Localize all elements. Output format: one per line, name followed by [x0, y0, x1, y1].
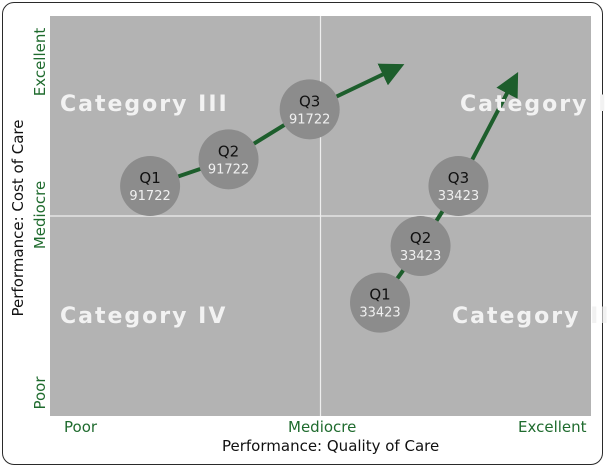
- data-label-id: 33423: [438, 189, 479, 204]
- data-label-id: 33423: [359, 306, 400, 321]
- data-label-quarter: Q2: [218, 142, 239, 160]
- quadrant-label-top-left: Category III: [60, 92, 229, 117]
- x-tick-mediocre: Mediocre: [288, 418, 357, 436]
- data-label-id: 33423: [400, 249, 441, 264]
- trend-arrow-91722: [149, 63, 405, 188]
- data-label-id: 91722: [289, 112, 330, 127]
- data-point-91722-q1: [120, 156, 181, 216]
- y-axis-title: Performance: Cost of Care: [9, 119, 27, 317]
- data-label-id: 91722: [208, 162, 249, 177]
- data-label-quarter: Q2: [410, 229, 431, 247]
- data-label-quarter: Q1: [139, 169, 160, 187]
- quadrant-label-bottom-left: Category IV: [60, 304, 228, 329]
- data-point-33423-q2: [390, 216, 451, 276]
- y-tick-poor: Poor: [31, 376, 49, 410]
- data-point-33423-q3: [428, 156, 489, 216]
- x-axis-title: Performance: Quality of Care: [222, 437, 440, 455]
- data-label-id: 91722: [129, 189, 170, 204]
- data-label-quarter: Q3: [448, 169, 469, 187]
- data-point-33423-q1: [350, 272, 411, 333]
- data-label-quarter: Q3: [299, 92, 320, 110]
- trend-arrow-33423: [378, 72, 519, 304]
- data-point-91722-q3: [279, 79, 340, 140]
- data-label-quarter: Q1: [369, 286, 390, 304]
- quadrant-label-bottom-right: Category II: [452, 304, 607, 329]
- data-point-91722-q2: [198, 129, 259, 190]
- quadrant-label-top-right: Category I: [460, 92, 607, 117]
- x-tick-poor: Poor: [64, 418, 98, 436]
- x-tick-excellent: Excellent: [518, 418, 587, 436]
- y-tick-mediocre: Mediocre: [31, 180, 49, 250]
- y-tick-excellent: Excellent: [31, 27, 49, 97]
